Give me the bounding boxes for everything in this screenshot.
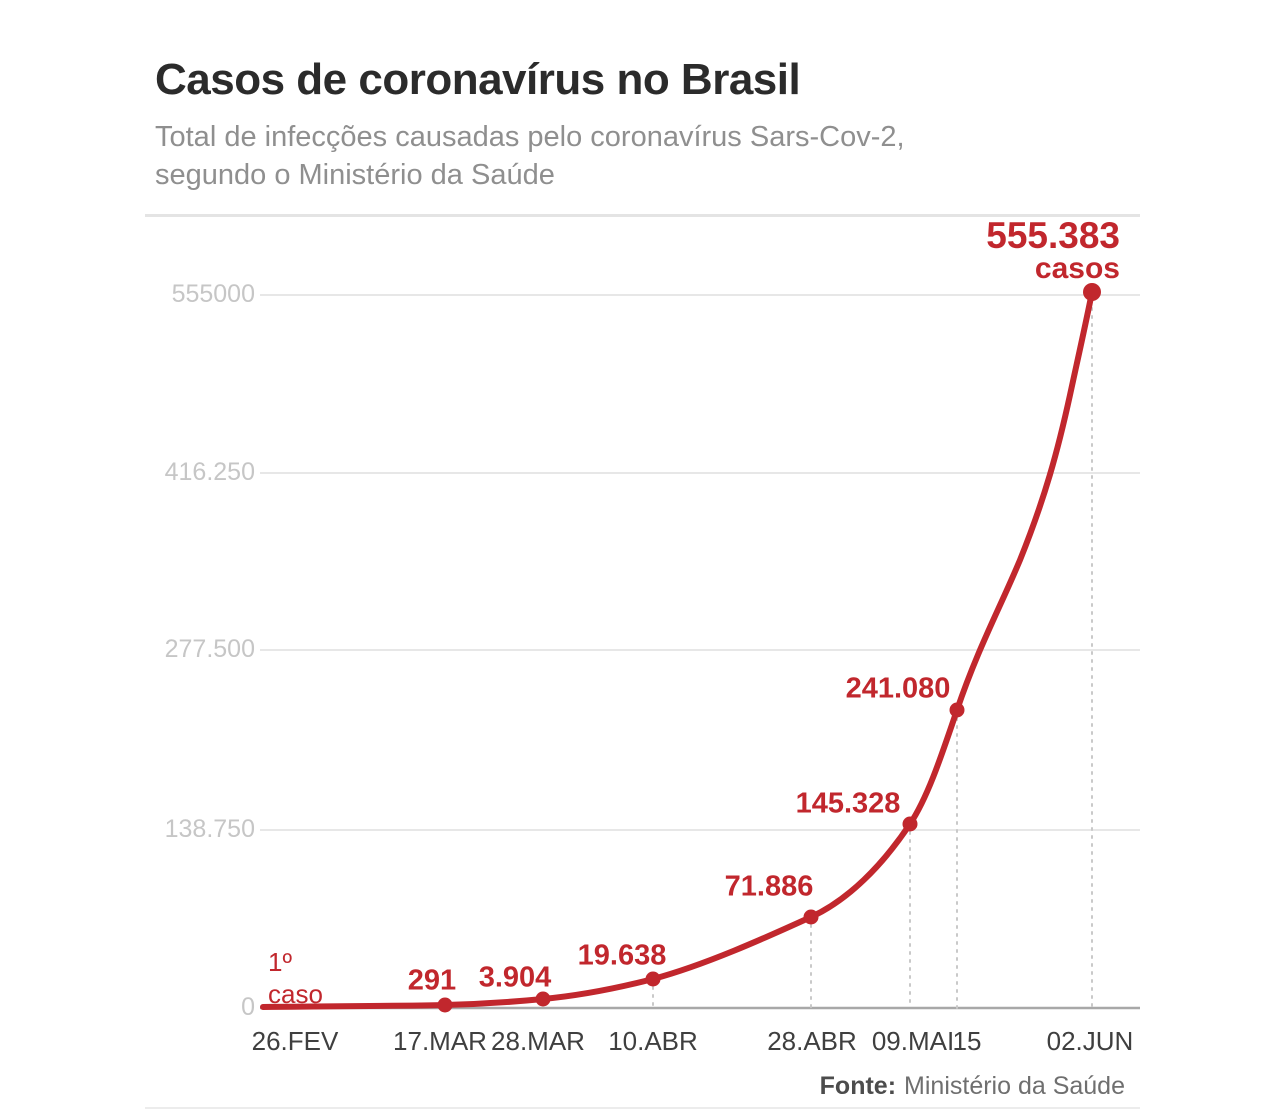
- data-point-dot: [902, 816, 918, 832]
- source-credit: Fonte: Ministério da Saúde: [820, 1072, 1125, 1101]
- y-tick-label: 277.500: [164, 635, 255, 663]
- data-point-value-label: 145.328: [795, 787, 901, 820]
- page-title: Casos de coronavírus no Brasil: [155, 55, 801, 104]
- data-point-dot: [535, 991, 551, 1007]
- final-total-unit: casos: [1034, 252, 1120, 285]
- y-tick-label: 416.250: [164, 458, 255, 486]
- x-tick-label: 17.MAR: [393, 1026, 487, 1056]
- x-tick-label: 09.MAI: [871, 1026, 955, 1056]
- data-point-dot: [803, 909, 819, 925]
- page-subtitle: Total de infecções causadas pelo coronav…: [155, 118, 1155, 194]
- x-tick-label: 10.ABR: [608, 1026, 698, 1056]
- data-point-dot: [645, 971, 661, 987]
- page-subtitle-line2: segundo o Ministério da Saúde: [155, 159, 555, 191]
- data-point-value-label: 19.638: [577, 939, 667, 972]
- source-label: Fonte:: [819, 1072, 897, 1100]
- first-case-annotation-line2: caso: [268, 979, 323, 1009]
- y-tick-label: 138.750: [164, 815, 255, 843]
- data-point-value-label: 71.886: [724, 870, 814, 903]
- x-tick-label: 02.JUN: [1046, 1026, 1134, 1056]
- data-point-value-label: 291: [407, 964, 457, 997]
- data-point-value-label: 241.080: [845, 672, 951, 705]
- data-point-dot: [437, 997, 453, 1013]
- first-case-annotation-line1: 1º: [268, 947, 292, 977]
- header-divider: [145, 214, 1140, 217]
- y-tick-label: 555000: [171, 280, 255, 308]
- final-total-annotation: 555.383 casos: [986, 215, 1120, 285]
- page-subtitle-line1: Total de infecções causadas pelo coronav…: [155, 121, 905, 153]
- y-tick-label: 0: [241, 993, 255, 1021]
- data-point-value-label: 3.904: [478, 961, 552, 994]
- x-tick-label: 28.ABR: [767, 1026, 857, 1056]
- x-tick-label: 28.MAR: [491, 1026, 585, 1056]
- bottom-divider: [145, 1107, 1140, 1109]
- first-case-annotation: 1º caso: [268, 946, 323, 1010]
- source-value: Ministério da Saúde: [904, 1072, 1125, 1100]
- cases-series-line: [260, 289, 1095, 1010]
- data-point-dot: [949, 702, 965, 718]
- final-total-value: 555.383: [986, 215, 1120, 256]
- x-tick-label: 15: [952, 1026, 982, 1056]
- x-tick-label: 26.FEV: [251, 1026, 339, 1056]
- data-point-dot: [1083, 283, 1101, 301]
